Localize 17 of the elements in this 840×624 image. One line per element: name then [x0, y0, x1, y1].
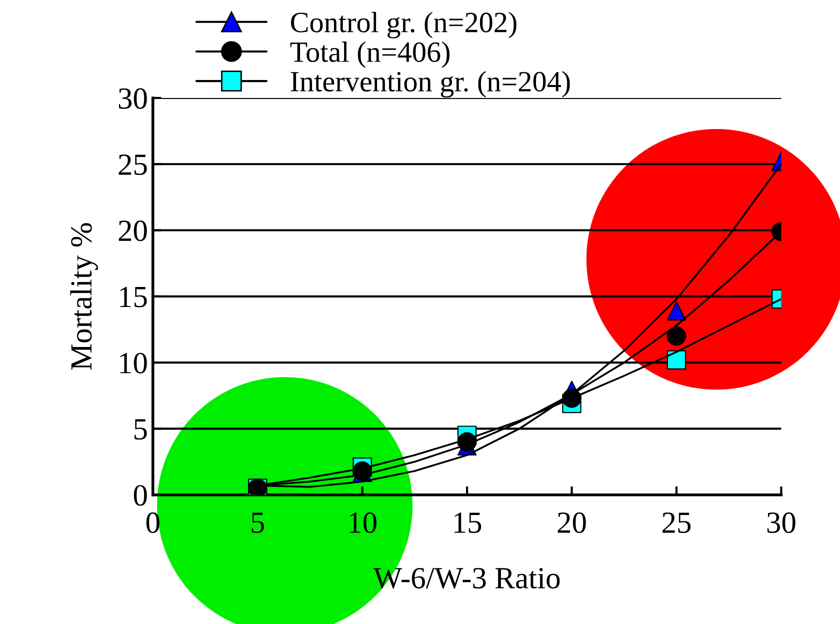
y-axis-title: Mortality %	[70, 223, 98, 370]
legend-label: Control gr. (n=202)	[291, 12, 516, 38]
x-tick-label: 5	[252, 512, 264, 533]
y-tick-label: 20	[118, 220, 147, 242]
x-tick-label: 20	[558, 512, 586, 533]
x-tick-label: 15	[454, 512, 482, 533]
y-tick-label: 0	[134, 485, 147, 506]
x-tick-label: 30	[767, 512, 796, 533]
y-tick-label: 5	[134, 419, 147, 440]
y-tick-label: 25	[118, 154, 147, 176]
y-tick-label: 15	[120, 286, 147, 308]
y-tick-label: 10	[120, 352, 147, 374]
x-tick-label: 10	[350, 512, 376, 533]
x-tick-label: 25	[662, 512, 691, 533]
legend-label: Intervention gr. (n=204)	[290, 71, 570, 98]
legend-label: Total (n=406)	[290, 41, 450, 68]
y-tick-label: 30	[118, 88, 147, 109]
